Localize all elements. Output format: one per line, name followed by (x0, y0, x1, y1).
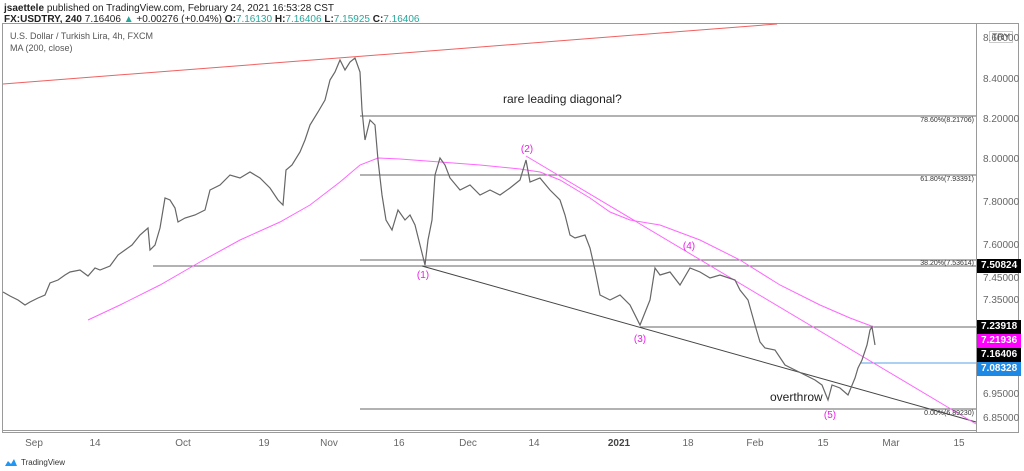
x-tick: 2021 (607, 438, 631, 449)
ma200-line (87, 157, 875, 328)
price-line (2, 57, 876, 402)
x-tick: Sep (25, 438, 43, 449)
author-name[interactable]: jsaettele (4, 3, 45, 14)
change-value: +0.00276 (+0.04%) (136, 14, 223, 25)
x-tick: Oct (175, 438, 191, 449)
fib-0-label: 0.00%(6.89230) (924, 410, 974, 417)
legend-indicator[interactable]: MA (200, close) (10, 43, 73, 53)
x-tick: 19 (258, 438, 270, 449)
price-axis-divider (976, 23, 977, 433)
price-tag-ma200: 7.21936 (977, 334, 1021, 348)
close-label: C: (372, 14, 384, 25)
price-tag-blue-level: 7.08328 (977, 362, 1021, 376)
high-value: 7.16406 (285, 14, 322, 25)
red-trendline (2, 23, 778, 85)
legend-series[interactable]: U.S. Dollar / Turkish Lira, 4h, FXCM (10, 31, 154, 41)
y-tick: 8.00000 (983, 154, 1020, 165)
x-tick: 18 (682, 438, 694, 449)
y-tick: 7.60000 (983, 240, 1020, 251)
price-tag-support: 7.50824 (977, 259, 1021, 273)
x-tick: 15 (953, 438, 965, 449)
low-value: 7.15925 (333, 14, 370, 25)
wave-4-label: (4) (682, 241, 696, 252)
fib-618-label: 61.80%(7.93391) (920, 176, 974, 183)
y-tick: 6.85000 (983, 413, 1020, 424)
y-tick: 8.40000 (983, 74, 1020, 85)
wave-3-label: (3) (633, 334, 647, 345)
y-tick: 7.35000 (983, 295, 1020, 306)
publish-info: jsaettele published on TradingView.com, … (4, 3, 334, 14)
last-price: 7.16406 (84, 14, 121, 25)
lower-diagonal-line (421, 265, 977, 423)
y-tick: 8.60000 (983, 33, 1020, 44)
high-label: H: (274, 14, 286, 25)
publish-text: published on TradingView.com, February 2… (46, 3, 335, 14)
fib-786-label: 78.60%(8.21706) (920, 117, 974, 124)
x-tick: 15 (817, 438, 829, 449)
price-tag-resistance: 7.23918 (977, 320, 1021, 334)
tradingview-logo[interactable]: TradingView (4, 458, 65, 467)
x-tick: 14 (528, 438, 540, 449)
wave-2-label: (2) (520, 144, 534, 155)
x-tick: Mar (882, 438, 900, 449)
chart-legend: U.S. Dollar / Turkish Lira, 4h, FXCM MA … (10, 30, 153, 54)
low-label: L: (324, 14, 334, 25)
x-tick: 14 (89, 438, 101, 449)
wave-1-label: (1) (416, 270, 430, 281)
open-value: 7.16130 (235, 14, 273, 25)
y-tick: 8.20000 (983, 114, 1020, 125)
y-tick: 7.45000 (983, 273, 1020, 284)
currency-badge: TRY (989, 31, 1013, 43)
x-tick: 16 (393, 438, 405, 449)
x-tick: Dec (459, 438, 477, 449)
fib-382-label: 38.20%(7.53614) (920, 260, 974, 267)
y-tick: 7.80000 (983, 197, 1020, 208)
overthrow-note: overthrow (770, 390, 823, 404)
x-tick: Feb (746, 438, 764, 449)
symbol-label: FX:USDTRY, 240 (4, 14, 82, 25)
chart-frame[interactable] (2, 23, 1019, 433)
close-value: 7.16406 (383, 14, 420, 25)
leading-diagonal-note: rare leading diagonal? (503, 92, 622, 106)
y-tick: 6.95000 (983, 389, 1020, 400)
tradingview-brand: TradingView (21, 458, 66, 467)
wave-5-label: (5) (823, 410, 837, 421)
ohlc-bar: FX:USDTRY, 240 7.16406 ▲ +0.00276 (+0.04… (4, 14, 419, 25)
time-axis-divider (2, 430, 977, 431)
price-tag-last: 7.16406 (977, 348, 1021, 362)
tradingview-cloud-icon (5, 459, 17, 466)
x-tick: Nov (320, 438, 338, 449)
upper-diagonal-line (525, 155, 977, 425)
open-label: O: (224, 14, 236, 25)
up-arrow-icon: ▲ (123, 14, 134, 25)
